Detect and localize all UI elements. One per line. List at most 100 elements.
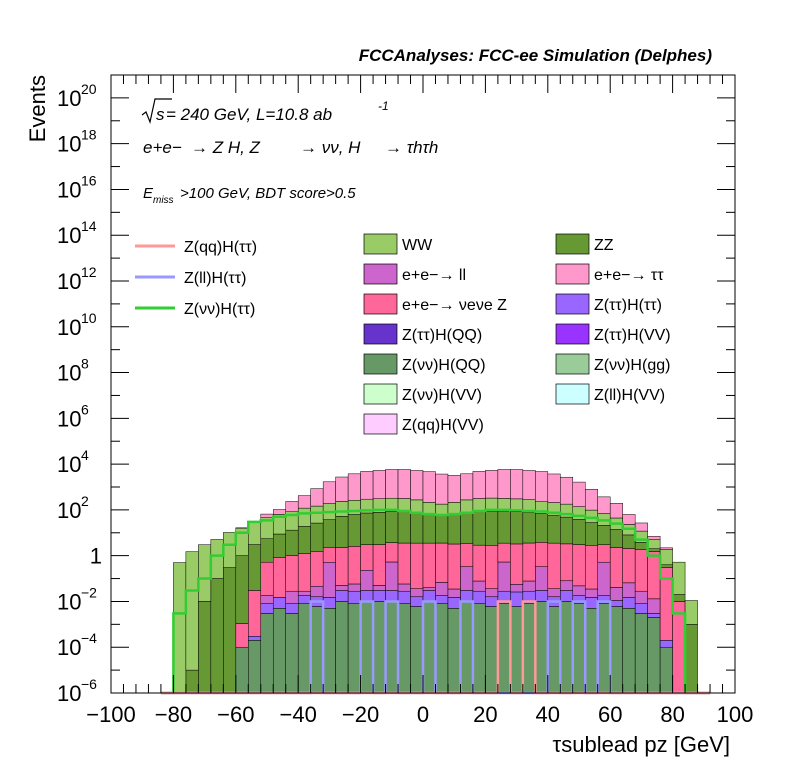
bar-e-e-e-e-z-34 [584,545,598,590]
legend-fill-swatch [363,323,398,345]
y-tick-label: 1 [90,544,102,569]
legend-lines: Z(qq)H(ττ) Z(ll)H(ττ) Z(νν)H(ττ) [135,239,257,318]
y-tick-label: 10 2 [57,493,89,523]
y-tick-base: 10 [57,498,81,523]
bar-e-e-e-e-z-14 [335,547,349,586]
bar-e-e-e-e-z-13 [322,547,336,563]
bar-e-e--21 [422,471,436,503]
y-tick-exponent: 8 [81,356,89,372]
bar-e-e-e-e-z-24 [460,543,474,567]
bar-e-e-ll-17 [372,585,386,591]
bar-ww-42 [684,600,698,625]
bar-z-h-qq--20 [410,606,424,694]
bar-e-e-ll-13 [322,562,336,598]
bar-zz-34 [584,522,598,546]
bar-zz-14 [335,516,349,548]
legend-fill-swatch [555,323,590,345]
bar-e-e--38 [634,522,648,532]
bar-ww-14 [335,501,349,517]
y-axis-label: Events [25,75,50,142]
bar-e-e--17 [372,470,386,499]
bar-e-e-e-e-z-33 [572,544,586,587]
bar-e-e--8 [260,513,274,518]
bar-ww-4 [210,539,224,579]
bar-e-e--14 [335,476,349,502]
legend-fill-swatch [363,413,398,435]
bar-ww-7 [248,522,262,545]
process-nu: → νν, H [300,138,361,157]
bar-e-e-e-e-z-38 [634,549,648,592]
y-tick-exponent: 6 [81,401,89,417]
bar-ww-2 [185,551,199,671]
bar-z-h--17 [372,590,386,602]
legend-line-label: Z(νν)H(ττ) [184,301,255,318]
energy-text: = 240 GeV, L=10.8 ab [166,105,332,124]
legend-fill-label: Z(qq)H(VV) [402,417,484,434]
y-tick-label: 10 8 [57,356,89,386]
y-tick-exponent: 14 [81,218,97,234]
bar-z-h-qq--13 [322,608,336,694]
bar-e-e-ll-30 [535,566,549,591]
bar-z-h-qq--6 [235,646,249,694]
y-tick-label: 10 20 [57,81,97,111]
bar-zz-35 [597,525,611,545]
bar-e-e-ll-32 [560,580,574,591]
bar-e-e-e-e-z-18 [385,542,399,563]
legend-fill-swatch [555,263,590,285]
legend-fill-label: Z(νν)H(gg) [594,357,670,374]
bar-e-e-ll-37 [622,582,636,598]
bar-e-e-ll-10 [285,590,299,604]
y-tick-base: 10 [57,406,81,431]
bar-e-e--26 [485,470,499,499]
bar-e-e-ll-38 [634,590,648,604]
bar-zz-4 [210,578,224,694]
bar-e-e-e-e-z-31 [547,542,561,589]
legend-fill-swatch [555,233,590,255]
legend-fill-swatch [363,293,398,315]
histogram-bars [173,469,698,694]
bar-ww-34 [584,509,598,523]
bar-zz-7 [248,544,262,591]
bar-z-h-qq--12 [310,606,324,694]
bar-e-e--11 [297,495,311,509]
bar-e-e-ll-29 [522,580,536,592]
x-tick-label: 80 [660,702,684,727]
bar-zz-31 [547,514,561,544]
bar-z-h-qq--32 [560,601,574,694]
bar-zz-11 [297,526,311,554]
bar-e-e-e-e-z-23 [447,543,461,590]
bar-e-e--16 [360,471,374,500]
legend-fill-swatch [555,383,590,405]
bar-e-e-ll-34 [584,588,598,598]
bar-e-e-e-e-z-25 [472,544,486,582]
y-tick-exponent: 20 [81,81,97,97]
bar-zz-13 [322,519,336,548]
bar-z-h-qq--28 [510,606,524,694]
bar-e-e-e-e-z-29 [522,542,536,582]
bar-zz-24 [460,512,474,544]
bar-z-h-qq--10 [285,613,299,694]
bar-e-e-e-e-z-21 [422,542,436,588]
x-tick-label: 20 [473,702,497,727]
bar-e-e-e-e-z-17 [372,544,386,586]
bar-e-e--35 [597,496,611,514]
bar-e-e-e-e-z-27 [497,542,511,563]
bar-z-h-qq--18 [385,601,399,694]
bar-z-h-qq--36 [609,606,623,694]
legend-fill-swatch [363,383,398,405]
bar-zz-36 [609,529,623,548]
bar-zz-27 [497,510,511,544]
bar-ww-41 [672,561,686,595]
bar-e-e--18 [385,469,399,499]
bar-zz-16 [360,512,374,545]
y-tick-base: 10 [57,86,81,111]
bar-zz-39 [647,548,661,552]
bar-z-h--10 [285,603,299,614]
legend-fill-swatch [363,263,398,285]
bar-e-e-ll-16 [360,570,374,591]
y-tick-exponent: −6 [81,676,97,692]
bar-e-e-e-e-z-12 [310,551,324,587]
legend-fill-label: Z(ll)H(VV) [594,387,665,404]
bar-z-h-qq--14 [335,601,349,694]
